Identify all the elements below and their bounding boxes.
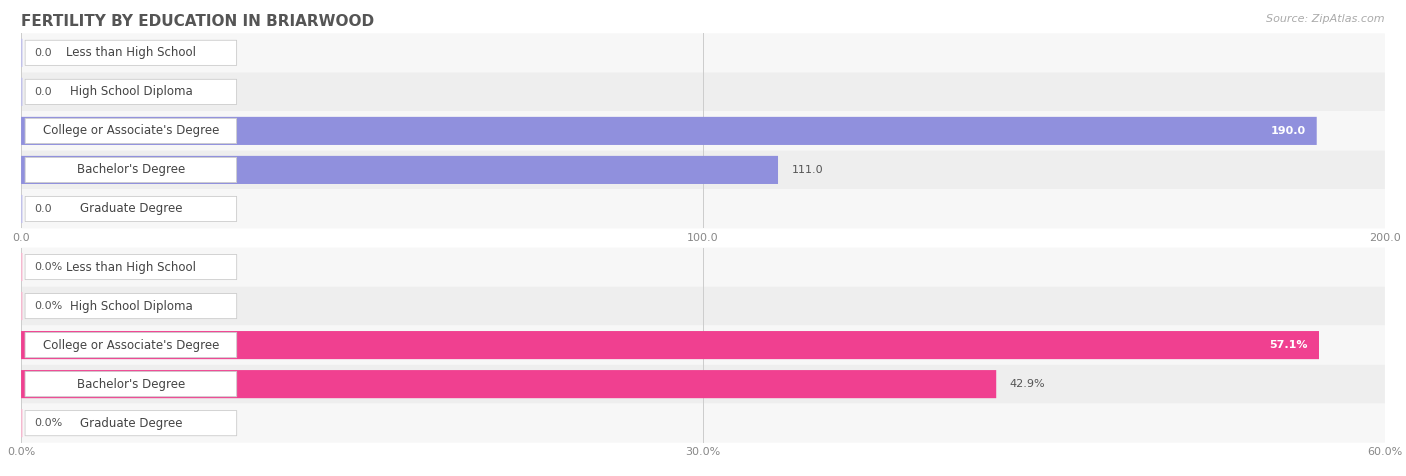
FancyBboxPatch shape: [21, 326, 1385, 365]
FancyBboxPatch shape: [21, 370, 997, 398]
FancyBboxPatch shape: [21, 111, 1385, 150]
FancyBboxPatch shape: [25, 255, 236, 279]
Text: Graduate Degree: Graduate Degree: [80, 416, 183, 430]
FancyBboxPatch shape: [21, 72, 1385, 111]
Text: FERTILITY BY EDUCATION IN BRIARWOOD: FERTILITY BY EDUCATION IN BRIARWOOD: [21, 14, 374, 30]
FancyBboxPatch shape: [21, 248, 1385, 287]
FancyBboxPatch shape: [25, 372, 236, 397]
FancyBboxPatch shape: [25, 79, 236, 104]
Text: 0.0%: 0.0%: [35, 262, 63, 272]
FancyBboxPatch shape: [21, 287, 1385, 326]
Text: College or Associate's Degree: College or Associate's Degree: [42, 338, 219, 352]
Text: High School Diploma: High School Diploma: [69, 299, 193, 313]
Text: 0.0: 0.0: [35, 204, 52, 214]
Text: College or Associate's Degree: College or Associate's Degree: [42, 124, 219, 138]
Text: Less than High School: Less than High School: [66, 46, 195, 60]
Text: Graduate Degree: Graduate Degree: [80, 202, 183, 216]
Text: Source: ZipAtlas.com: Source: ZipAtlas.com: [1267, 14, 1385, 24]
Text: 0.0%: 0.0%: [35, 301, 63, 311]
Text: Less than High School: Less than High School: [66, 260, 195, 274]
Text: Bachelor's Degree: Bachelor's Degree: [77, 163, 186, 177]
Text: 42.9%: 42.9%: [1010, 379, 1046, 389]
Text: High School Diploma: High School Diploma: [69, 85, 193, 99]
Text: 0.0: 0.0: [35, 87, 52, 97]
FancyBboxPatch shape: [25, 333, 236, 357]
FancyBboxPatch shape: [21, 189, 1385, 228]
FancyBboxPatch shape: [21, 365, 1385, 404]
FancyBboxPatch shape: [21, 331, 1319, 359]
FancyBboxPatch shape: [25, 40, 236, 65]
Text: 0.0: 0.0: [35, 48, 52, 58]
FancyBboxPatch shape: [21, 156, 778, 184]
FancyBboxPatch shape: [21, 117, 1317, 145]
Text: 57.1%: 57.1%: [1270, 340, 1308, 350]
FancyBboxPatch shape: [25, 411, 236, 436]
Text: 0.0%: 0.0%: [35, 418, 63, 428]
FancyBboxPatch shape: [25, 197, 236, 221]
FancyBboxPatch shape: [25, 158, 236, 182]
Text: 190.0: 190.0: [1271, 126, 1306, 136]
FancyBboxPatch shape: [21, 33, 1385, 72]
Text: Bachelor's Degree: Bachelor's Degree: [77, 377, 186, 391]
FancyBboxPatch shape: [21, 150, 1385, 189]
FancyBboxPatch shape: [25, 294, 236, 318]
Text: 111.0: 111.0: [792, 165, 824, 175]
FancyBboxPatch shape: [21, 404, 1385, 443]
FancyBboxPatch shape: [25, 119, 236, 143]
